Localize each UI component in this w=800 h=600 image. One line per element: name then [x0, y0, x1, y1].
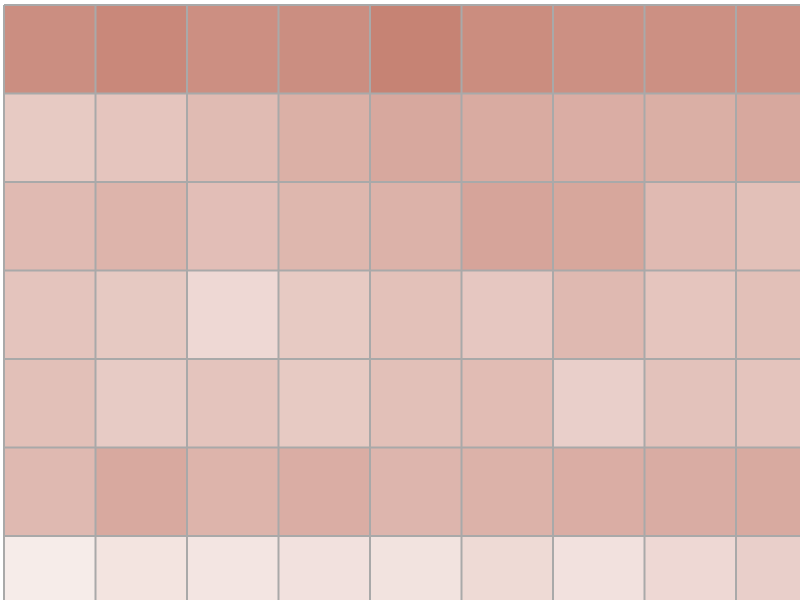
heatmap-cell [278, 5, 370, 94]
heatmap-cell [95, 359, 187, 448]
heatmap-cell [187, 270, 279, 359]
heatmap-cell [461, 5, 553, 94]
heatmap-cell [553, 536, 645, 600]
heatmap-cell [461, 270, 553, 359]
heatmap-cell [461, 536, 553, 600]
heatmap-cell [370, 5, 462, 94]
heatmap-cell [187, 359, 279, 448]
heatmap-cell [736, 93, 800, 182]
heatmap-cell [736, 5, 800, 94]
heatmap-cell [736, 270, 800, 359]
heatmap-cell [95, 447, 187, 536]
heatmap-cell [278, 93, 370, 182]
heatmap-cell [644, 182, 736, 271]
heatmap-cell [553, 447, 645, 536]
heatmap-cells [4, 5, 800, 600]
heatmap-cell [736, 359, 800, 448]
heatmap-cell [95, 182, 187, 271]
heatmap-cell [736, 536, 800, 600]
heatmap-cell [278, 447, 370, 536]
heatmap-cell [187, 536, 279, 600]
heatmap-cell [370, 93, 462, 182]
heatmap-cell [278, 359, 370, 448]
heatmap-cell [370, 270, 462, 359]
heatmap-cell [553, 359, 645, 448]
heatmap-cell [644, 536, 736, 600]
heatmap-cell [187, 93, 279, 182]
heatmap-cell [370, 536, 462, 600]
heatmap-cell [4, 93, 96, 182]
heatmap-cell [278, 270, 370, 359]
heatmap-cell [553, 182, 645, 271]
heatmap-cell [4, 270, 96, 359]
heatmap-cell [278, 182, 370, 271]
heatmap-cell [187, 182, 279, 271]
heatmap-cell [553, 270, 645, 359]
heatmap-cell [95, 5, 187, 94]
heatmap-cell [187, 447, 279, 536]
heatmap-cell [461, 359, 553, 448]
heatmap-cell [4, 359, 96, 448]
heatmap-cell [95, 93, 187, 182]
heatmap-cell [644, 5, 736, 94]
heatmap-cell [95, 536, 187, 600]
heatmap-gridlines [3, 4, 800, 600]
heatmap-cell [736, 182, 800, 271]
heatmap-cell [644, 447, 736, 536]
heatmap-cell [644, 93, 736, 182]
heatmap-cell [4, 182, 96, 271]
heatmap-cell [187, 5, 279, 94]
heatmap-cell [4, 5, 96, 94]
heatmap-cell [95, 270, 187, 359]
heatmap-cell [644, 270, 736, 359]
heatmap-cell [4, 447, 96, 536]
heatmap-cell [461, 182, 553, 271]
heatmap-cell [461, 447, 553, 536]
heatmap-cell [553, 5, 645, 94]
heatmap-cell [370, 447, 462, 536]
heatmap-cell [461, 93, 553, 182]
heatmap-cell [4, 536, 96, 600]
heatmap-cell [278, 536, 370, 600]
heatmap-cell [370, 359, 462, 448]
heatmap-cell [644, 359, 736, 448]
heatmap-cell [736, 447, 800, 536]
heatmap-cell [370, 182, 462, 271]
heatmap-cell [553, 93, 645, 182]
